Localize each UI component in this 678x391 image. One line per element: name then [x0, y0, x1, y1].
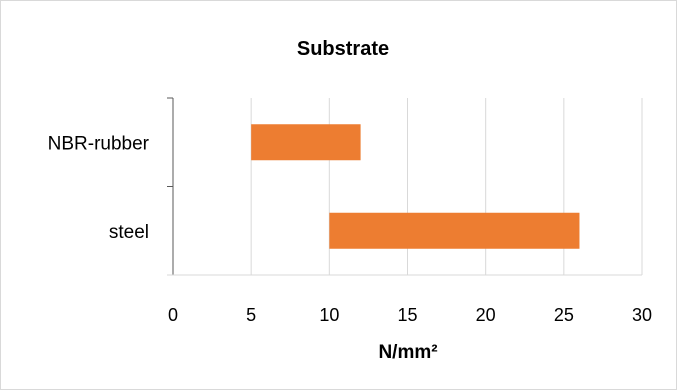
x-tick-labels: 0 5 10 15 20 25 30 — [168, 305, 652, 325]
x-tick-label: 25 — [554, 305, 574, 325]
x-tick-label: 5 — [246, 305, 256, 325]
x-tick-label: 20 — [476, 305, 496, 325]
category-labels: NBR-rubber steel — [48, 133, 150, 243]
chart-title: Substrate — [297, 38, 389, 60]
bars — [251, 124, 580, 249]
x-tick-label: 15 — [397, 305, 417, 325]
category-label: NBR-rubber — [48, 133, 150, 154]
axes — [167, 97, 642, 276]
bar — [329, 212, 580, 249]
category-label: steel — [109, 222, 149, 243]
bar — [251, 124, 361, 161]
x-tick-label: 30 — [632, 305, 652, 325]
x-tick-label: 0 — [168, 305, 178, 325]
x-axis-label: N/mm² — [378, 342, 437, 363]
x-tick-label: 10 — [319, 305, 339, 325]
